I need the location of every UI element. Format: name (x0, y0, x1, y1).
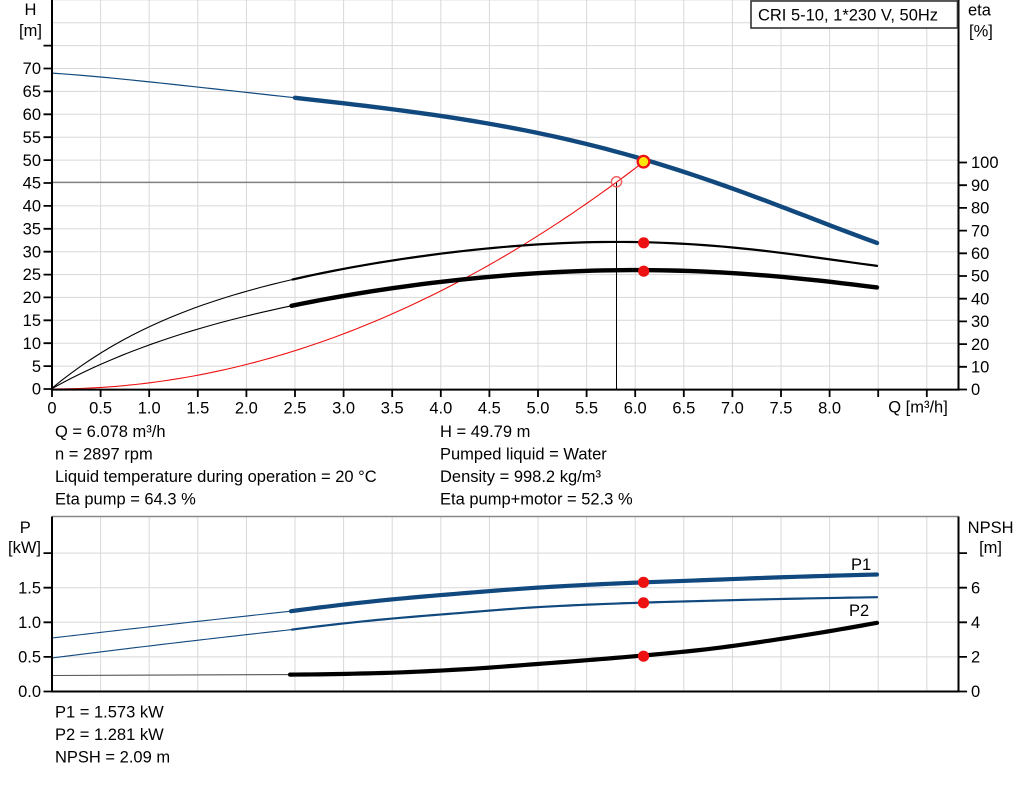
svg-text:25: 25 (23, 266, 41, 284)
svg-text:7.0: 7.0 (721, 400, 744, 418)
svg-text:6.0: 6.0 (624, 400, 647, 418)
svg-text:35: 35 (23, 221, 41, 239)
svg-text:40: 40 (23, 198, 41, 216)
svg-text:Q [m³/h]: Q [m³/h] (888, 398, 948, 416)
svg-text:50: 50 (971, 268, 989, 286)
svg-text:90: 90 (971, 177, 989, 195)
svg-text:55: 55 (23, 129, 41, 147)
svg-text:H = 49.79 m: H = 49.79 m (440, 423, 530, 441)
svg-text:30: 30 (971, 313, 989, 331)
svg-text:10: 10 (23, 335, 41, 353)
svg-text:20: 20 (971, 336, 989, 354)
svg-text:Q = 6.078 m³/h: Q = 6.078 m³/h (55, 423, 166, 441)
svg-text:P2: P2 (849, 602, 869, 620)
svg-text:4.0: 4.0 (429, 400, 452, 418)
svg-text:5.0: 5.0 (527, 400, 550, 418)
svg-text:Liquid temperature during oper: Liquid temperature during operation = 20… (55, 468, 377, 486)
svg-text:8.0: 8.0 (818, 400, 841, 418)
svg-text:Eta pump = 64.3 %: Eta pump = 64.3 % (55, 491, 196, 509)
svg-text:10: 10 (971, 359, 989, 377)
svg-text:P1: P1 (851, 556, 871, 574)
svg-text:4: 4 (971, 614, 980, 632)
svg-text:Pumped liquid = Water: Pumped liquid = Water (440, 446, 607, 464)
svg-text:Eta pump+motor = 52.3 %: Eta pump+motor = 52.3 % (440, 491, 633, 509)
svg-text:Density = 998.2 kg/m³: Density = 998.2 kg/m³ (440, 468, 601, 486)
svg-text:20: 20 (23, 289, 41, 307)
svg-text:0.5: 0.5 (89, 400, 112, 418)
svg-text:70: 70 (971, 222, 989, 240)
svg-text:0: 0 (971, 683, 980, 701)
svg-text:P2 = 1.281 kW: P2 = 1.281 kW (55, 726, 164, 744)
svg-text:1.0: 1.0 (18, 614, 41, 632)
svg-text:P1 = 1.573 kW: P1 = 1.573 kW (55, 704, 164, 722)
svg-text:CRI 5-10, 1*230 V, 50Hz: CRI 5-10, 1*230 V, 50Hz (758, 7, 938, 25)
svg-text:45: 45 (23, 175, 41, 193)
svg-text:NPSH = 2.09 m: NPSH = 2.09 m (55, 749, 170, 767)
svg-text:2.5: 2.5 (284, 400, 307, 418)
svg-text:0: 0 (971, 381, 980, 399)
svg-text:0: 0 (32, 381, 41, 399)
svg-text:50: 50 (23, 152, 41, 170)
svg-text:3.5: 3.5 (381, 400, 404, 418)
svg-text:H: H (25, 1, 37, 19)
svg-text:eta: eta (968, 2, 992, 20)
svg-text:4.5: 4.5 (478, 400, 501, 418)
svg-text:100: 100 (971, 154, 999, 172)
svg-text:[m]: [m] (19, 22, 42, 40)
svg-text:0.5: 0.5 (18, 649, 41, 667)
svg-text:5: 5 (32, 358, 41, 376)
svg-text:40: 40 (971, 290, 989, 308)
svg-text:80: 80 (971, 200, 989, 218)
svg-text:5.5: 5.5 (575, 400, 598, 418)
svg-text:7.5: 7.5 (770, 400, 793, 418)
svg-text:NPSH: NPSH (968, 519, 1014, 537)
svg-text:30: 30 (23, 243, 41, 261)
svg-text:6: 6 (971, 579, 980, 597)
svg-text:2: 2 (971, 649, 980, 667)
svg-text:65: 65 (23, 83, 41, 101)
svg-text:60: 60 (23, 106, 41, 124)
svg-text:2.0: 2.0 (235, 400, 258, 418)
svg-text:60: 60 (971, 245, 989, 263)
svg-text:70: 70 (23, 60, 41, 78)
svg-text:15: 15 (23, 312, 41, 330)
svg-text:[%]: [%] (969, 23, 993, 41)
svg-text:[m]: [m] (979, 539, 1002, 557)
svg-text:P: P (20, 519, 31, 537)
svg-text:3.0: 3.0 (332, 400, 355, 418)
svg-text:1.5: 1.5 (18, 579, 41, 597)
svg-text:1.5: 1.5 (186, 400, 209, 418)
svg-text:n = 2897 rpm: n = 2897 rpm (55, 446, 153, 464)
svg-text:6.5: 6.5 (672, 400, 695, 418)
svg-text:0: 0 (47, 400, 56, 418)
svg-text:[kW]: [kW] (8, 539, 41, 557)
svg-text:0.0: 0.0 (18, 683, 41, 701)
svg-text:1.0: 1.0 (138, 400, 161, 418)
